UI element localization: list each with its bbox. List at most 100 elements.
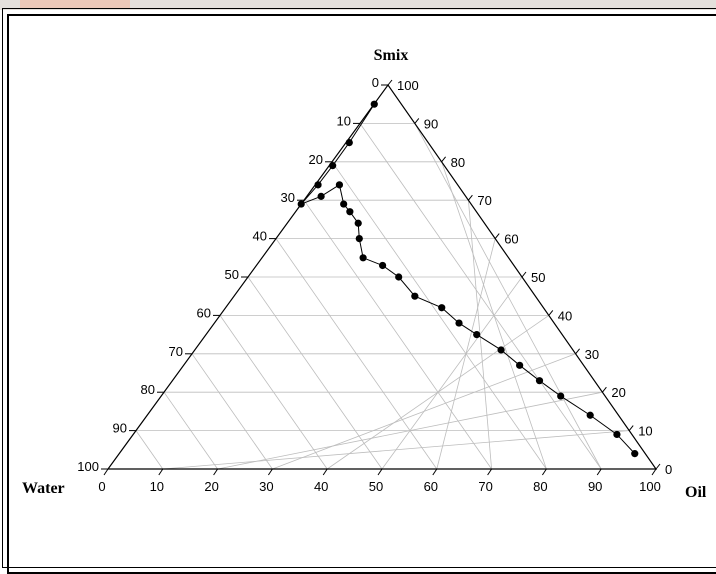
- data-point: [345, 139, 353, 147]
- right-tick-label: 70: [477, 193, 491, 208]
- right-tick: [441, 156, 446, 163]
- series-line: [300, 103, 636, 454]
- bottom-tick-label: 30: [259, 479, 273, 494]
- grid-line: [135, 430, 164, 470]
- data-point: [355, 235, 363, 243]
- data-point: [438, 304, 446, 312]
- left-tick-label: 60: [197, 305, 211, 320]
- data-point: [497, 346, 505, 354]
- grid-line: [275, 238, 438, 470]
- bottom-tick-label: 70: [478, 479, 492, 494]
- data-point: [395, 273, 403, 281]
- axis-title-left: Water: [22, 480, 65, 497]
- right-tick-label: 0: [665, 462, 672, 477]
- left-tick-label: 0: [372, 75, 379, 90]
- top-strip: [0, 0, 716, 10]
- right-tick: [414, 118, 420, 124]
- data-point: [613, 430, 621, 439]
- bottom-tick: [377, 468, 383, 476]
- bottom-tick-label: 90: [588, 479, 602, 494]
- data-point: [379, 261, 387, 270]
- right-tick-label: 100: [397, 78, 419, 93]
- data-point: [329, 162, 337, 170]
- bottom-tick-label: 80: [533, 479, 547, 494]
- left-tick-label: 10: [337, 113, 351, 128]
- bottom-tick: [213, 468, 219, 476]
- right-tick-label: 30: [585, 347, 599, 362]
- axis-title-top: Smix: [374, 47, 409, 64]
- right-tick-label: 80: [451, 155, 465, 170]
- bottom-tick-label: 50: [369, 479, 383, 494]
- bottom-tick: [596, 468, 602, 476]
- grid-line: [303, 199, 492, 470]
- series-polyline: [300, 103, 636, 454]
- left-tick-label: 90: [113, 421, 127, 436]
- tick-marks: [101, 79, 661, 476]
- data-point: [370, 100, 378, 108]
- right-tick: [602, 386, 607, 393]
- right-tick: [655, 463, 661, 470]
- right-tick: [521, 271, 527, 278]
- data-point: [473, 331, 481, 339]
- data-point: [317, 192, 325, 200]
- grid-line: [163, 391, 218, 470]
- left-tick-label: 100: [77, 459, 99, 474]
- series-points: [297, 100, 639, 458]
- data-point: [346, 208, 354, 216]
- data-point: [340, 200, 348, 208]
- grid-line: [247, 276, 383, 470]
- right-tick-label: 40: [558, 308, 572, 323]
- left-tick-label: 30: [281, 190, 295, 205]
- bottom-tick: [432, 468, 438, 476]
- axis-title-right: Oil: [685, 484, 707, 501]
- bottom-tick: [651, 468, 657, 476]
- data-point: [586, 411, 594, 419]
- data-point: [411, 292, 419, 300]
- bottom-tick: [103, 468, 109, 476]
- data-point: [359, 254, 367, 262]
- data-point: [354, 219, 362, 227]
- right-tick: [575, 348, 580, 355]
- data-point: [455, 319, 463, 327]
- data-point: [535, 377, 544, 385]
- bottom-tick-label: 0: [98, 479, 105, 494]
- grid-line: [331, 161, 547, 470]
- grid-line: [191, 353, 273, 470]
- right-tick: [628, 425, 634, 431]
- right-tick-label: 20: [611, 385, 625, 400]
- bottom-tick-label: 10: [150, 479, 164, 494]
- grid-line: [414, 123, 602, 470]
- right-tick-label: 50: [531, 270, 545, 285]
- bottom-tick: [158, 468, 164, 476]
- bottom-tick-label: 100: [639, 479, 661, 494]
- right-tick: [387, 79, 393, 86]
- right-tick: [468, 194, 473, 201]
- right-tick-label: 90: [424, 116, 438, 131]
- left-tick-label: 40: [253, 229, 267, 244]
- right-tick-label: 10: [638, 424, 652, 439]
- bottom-tick-label: 40: [314, 479, 328, 494]
- bottom-tick-label: 20: [204, 479, 218, 494]
- data-point: [516, 361, 524, 369]
- left-tick-label: 80: [141, 382, 155, 397]
- right-tick: [548, 310, 554, 316]
- grid-line: [359, 123, 602, 470]
- right-tick: [494, 233, 500, 239]
- chart-grid: [135, 123, 630, 470]
- data-point: [335, 181, 344, 189]
- left-tick-label: 50: [225, 267, 239, 282]
- bottom-tick: [267, 468, 273, 476]
- grid-line: [381, 276, 523, 470]
- bottom-tick-label: 60: [424, 479, 438, 494]
- left-tick-label: 70: [169, 344, 183, 359]
- data-point: [557, 392, 565, 400]
- left-tick-label: 20: [309, 152, 323, 167]
- bottom-tick: [487, 468, 493, 476]
- data-point: [314, 181, 322, 189]
- right-tick-label: 60: [504, 232, 518, 247]
- data-point: [631, 450, 639, 458]
- bottom-tick: [541, 468, 547, 476]
- data-point: [297, 200, 305, 208]
